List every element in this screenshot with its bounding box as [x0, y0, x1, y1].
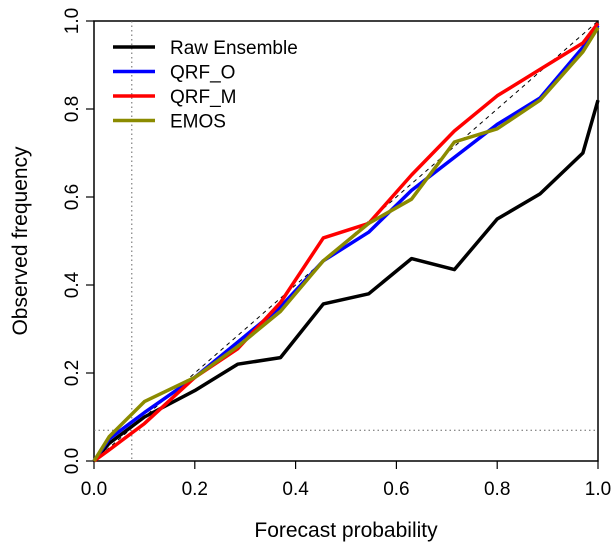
- x-tick-label: 0.6: [383, 479, 409, 500]
- legend-label: QRF_M: [170, 87, 237, 108]
- series-line: [92, 26, 600, 462]
- y-axis-label: Observed frequency: [9, 146, 32, 336]
- x-tick-label: 0.8: [484, 479, 510, 500]
- plot-frame: [93, 20, 599, 462]
- y-tick-label: 0.8: [62, 96, 83, 122]
- x-tick-label: 1.0: [585, 479, 611, 500]
- y-tick-label: 0.0: [62, 448, 83, 474]
- series-line: [92, 22, 600, 463]
- x-tick-label: 0.4: [282, 479, 309, 500]
- y-tick-label: 0.4: [62, 271, 83, 298]
- legend-label: EMOS: [170, 112, 226, 133]
- x-tick-label: 0.2: [182, 479, 208, 500]
- y-tick-label: 1.0: [62, 8, 83, 34]
- legend-label: Raw Ensemble: [170, 38, 298, 59]
- y-tick-label: 0.2: [62, 360, 83, 386]
- series-line: [92, 24, 600, 462]
- x-tick-label: 0.0: [81, 479, 107, 500]
- series-line: [92, 99, 600, 463]
- y-tick-label: 0.6: [62, 184, 83, 210]
- x-axis-label: Forecast probability: [254, 519, 438, 542]
- legend-label: QRF_O: [170, 63, 235, 84]
